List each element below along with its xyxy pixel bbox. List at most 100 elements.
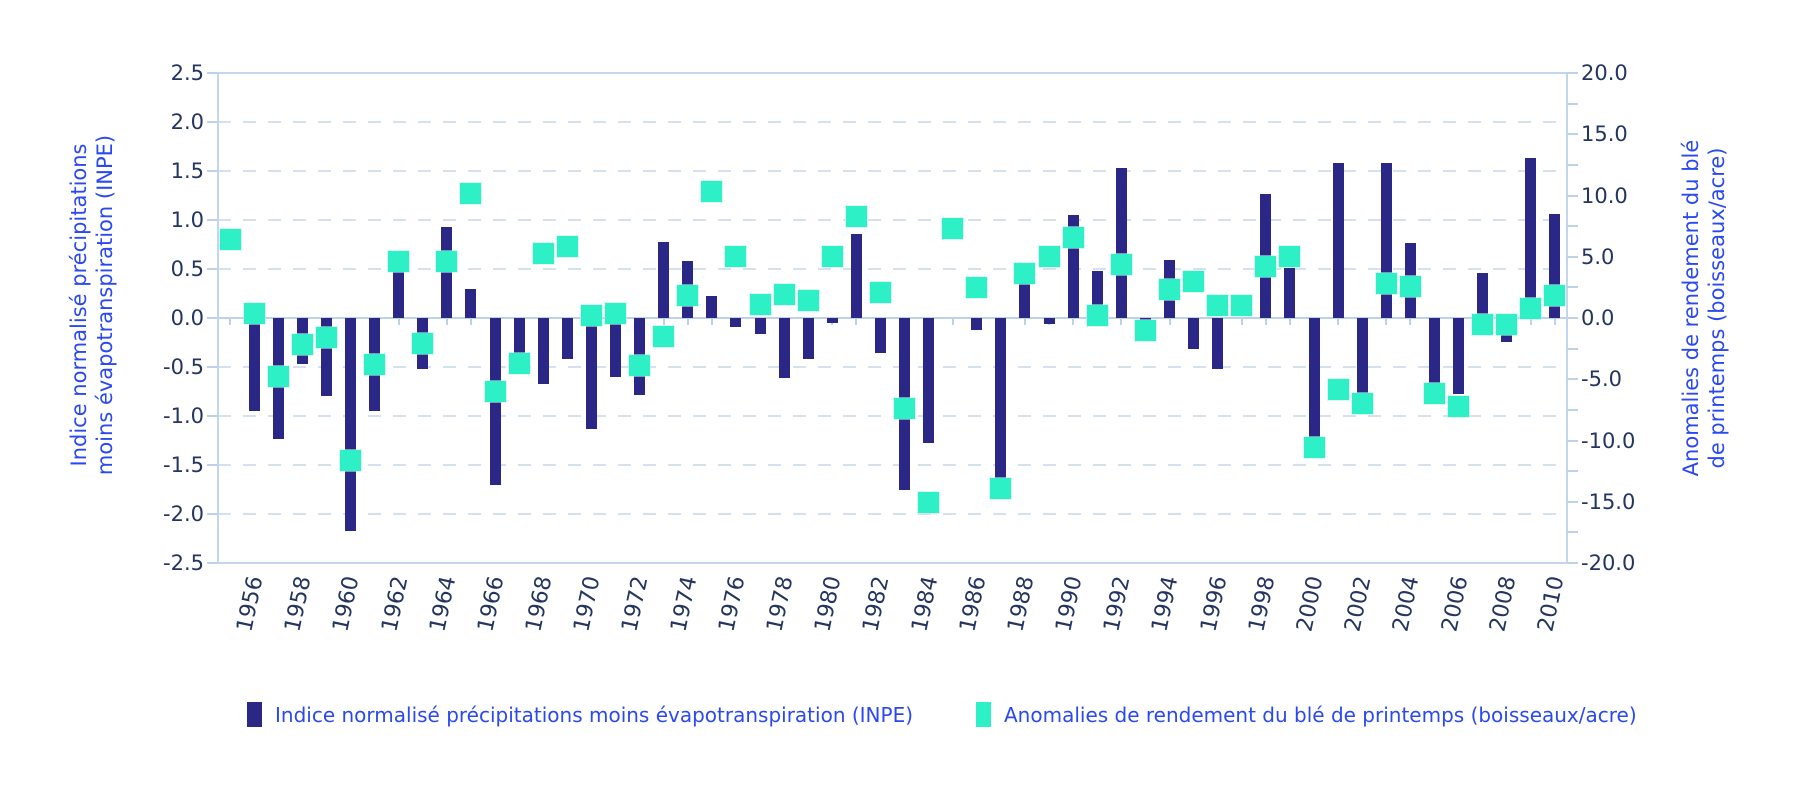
legend-item-inpe: Indice normalisé précipitations moins év…	[247, 702, 913, 727]
left-axis-tick-label: 2.0	[170, 110, 204, 134]
right-axis-tick	[1567, 500, 1578, 503]
yield-marker	[894, 398, 916, 420]
right-axis-title: Anomalies de rendement du blé de printem…	[1678, 140, 1730, 477]
inpe-bar	[1453, 318, 1465, 395]
yield-marker	[460, 182, 482, 204]
yield-marker	[1207, 295, 1229, 317]
right-axis-tick	[1567, 317, 1578, 319]
inpe-bar	[1091, 270, 1103, 318]
yield-marker	[653, 325, 675, 347]
x-axis-year-label-text: 1974	[665, 574, 703, 634]
x-axis-year-tick	[855, 318, 858, 325]
x-axis-year-tick	[1264, 318, 1267, 325]
left-axis-tick-label: -1.0	[163, 404, 204, 428]
x-axis-year-tick	[1337, 318, 1340, 325]
yield-marker	[966, 276, 988, 298]
inpe-bar	[1525, 158, 1537, 318]
left-axis-tick	[207, 415, 218, 417]
gridline	[218, 415, 1567, 417]
yield-marker	[1496, 313, 1518, 335]
x-axis-year-label-text: 1958	[280, 574, 317, 634]
x-axis-year-label-text: 2006	[1436, 574, 1473, 634]
x-axis-year-label-text: 1982	[858, 574, 895, 634]
x-axis-year-label-text: 1966	[473, 574, 510, 634]
x-axis-year-label-text: 1978	[762, 574, 799, 634]
inpe-bar	[874, 318, 886, 354]
left-axis-tick-label: 1.5	[170, 159, 204, 183]
inpe-bar	[1212, 318, 1224, 369]
yield-marker	[1086, 305, 1108, 327]
inpe-bar	[706, 296, 718, 318]
yield-marker	[508, 352, 530, 374]
x-axis-year-tick	[1409, 318, 1412, 325]
right-axis-tick	[1567, 408, 1578, 411]
gridline	[218, 464, 1567, 466]
yield-marker	[436, 251, 458, 273]
yield-marker	[1544, 285, 1566, 307]
x-axis-year-tick	[1168, 318, 1171, 325]
yield-marker	[677, 285, 699, 307]
yield-marker	[1014, 263, 1036, 285]
inpe-bar	[826, 318, 838, 323]
right-axis-tick	[1567, 531, 1578, 534]
yield-marker	[918, 492, 940, 514]
yield-marker	[1472, 313, 1494, 335]
yield-marker	[412, 333, 434, 355]
yield-marker	[1520, 297, 1542, 319]
left-axis-tick	[207, 219, 218, 221]
zero-baseline	[218, 317, 1567, 319]
inpe-bar	[754, 318, 766, 334]
right-axis-tick	[1567, 347, 1578, 350]
yield-marker	[219, 229, 241, 251]
right-axis-tick	[1567, 286, 1578, 289]
right-axis-tick-label: 15.0	[1581, 122, 1628, 147]
right-axis-tick-label: 0.0	[1581, 306, 1615, 330]
right-axis-tick	[1567, 194, 1578, 197]
inpe-bar	[1284, 268, 1296, 318]
left-axis-tick	[207, 317, 218, 319]
x-axis-year-label-text: 1970	[569, 574, 606, 634]
yield-marker	[484, 381, 506, 402]
right-axis-tick-label: -20.0	[1581, 551, 1636, 575]
left-axis-tick-label: -0.5	[163, 355, 204, 379]
inpe-bar	[995, 318, 1007, 483]
x-axis-year-label-text: 1972	[617, 574, 654, 634]
plot-area	[207, 72, 1578, 564]
x-axis-year-label-text: 1996	[1195, 574, 1233, 634]
yield-marker	[315, 327, 337, 349]
yield-marker	[821, 246, 843, 268]
yield-marker	[1159, 279, 1181, 301]
inpe-bar	[344, 318, 356, 531]
right-axis-title-line2: de printemps (boisseaux/acre)	[1705, 147, 1729, 469]
gridline	[218, 121, 1567, 123]
inpe-bar	[1380, 163, 1392, 318]
gridline	[218, 170, 1567, 172]
yield-marker	[532, 242, 554, 264]
right-axis-tick-label: -15.0	[1581, 489, 1636, 514]
yield-legend-swatch-icon	[976, 702, 991, 727]
x-axis-year-tick	[469, 318, 472, 325]
right-axis-tick-label: 5.0	[1581, 244, 1615, 269]
right-axis-tick	[1567, 102, 1578, 105]
left-axis-tick	[207, 268, 218, 270]
right-axis-tick	[1567, 439, 1578, 442]
left-axis-tick-label: 0.0	[170, 306, 204, 330]
x-axis-year-tick	[1385, 318, 1388, 325]
x-axis-year-label-text: 1998	[1244, 574, 1281, 634]
yield-marker	[1038, 246, 1060, 268]
inpe-bar	[1188, 318, 1200, 350]
inpe-bar	[513, 318, 525, 372]
right-axis-title-line1: Anomalies de rendement du blé	[1679, 139, 1703, 477]
x-axis-year-label-text: 2004	[1388, 574, 1425, 634]
plot-border-top	[218, 72, 1567, 74]
right-axis-tick	[1567, 163, 1578, 166]
left-axis-title-line2: moins évapotranspiration (INPE)	[93, 134, 117, 476]
x-axis-year-label-text: 2002	[1340, 574, 1377, 634]
left-axis-tick	[207, 121, 218, 123]
yield-marker	[990, 477, 1012, 499]
x-axis-year-tick	[229, 318, 232, 325]
x-axis-year-label-text: 1968	[521, 574, 558, 634]
inpe-bar	[1356, 318, 1368, 394]
inpe-bar	[585, 318, 597, 429]
inpe-bar	[1332, 163, 1344, 318]
